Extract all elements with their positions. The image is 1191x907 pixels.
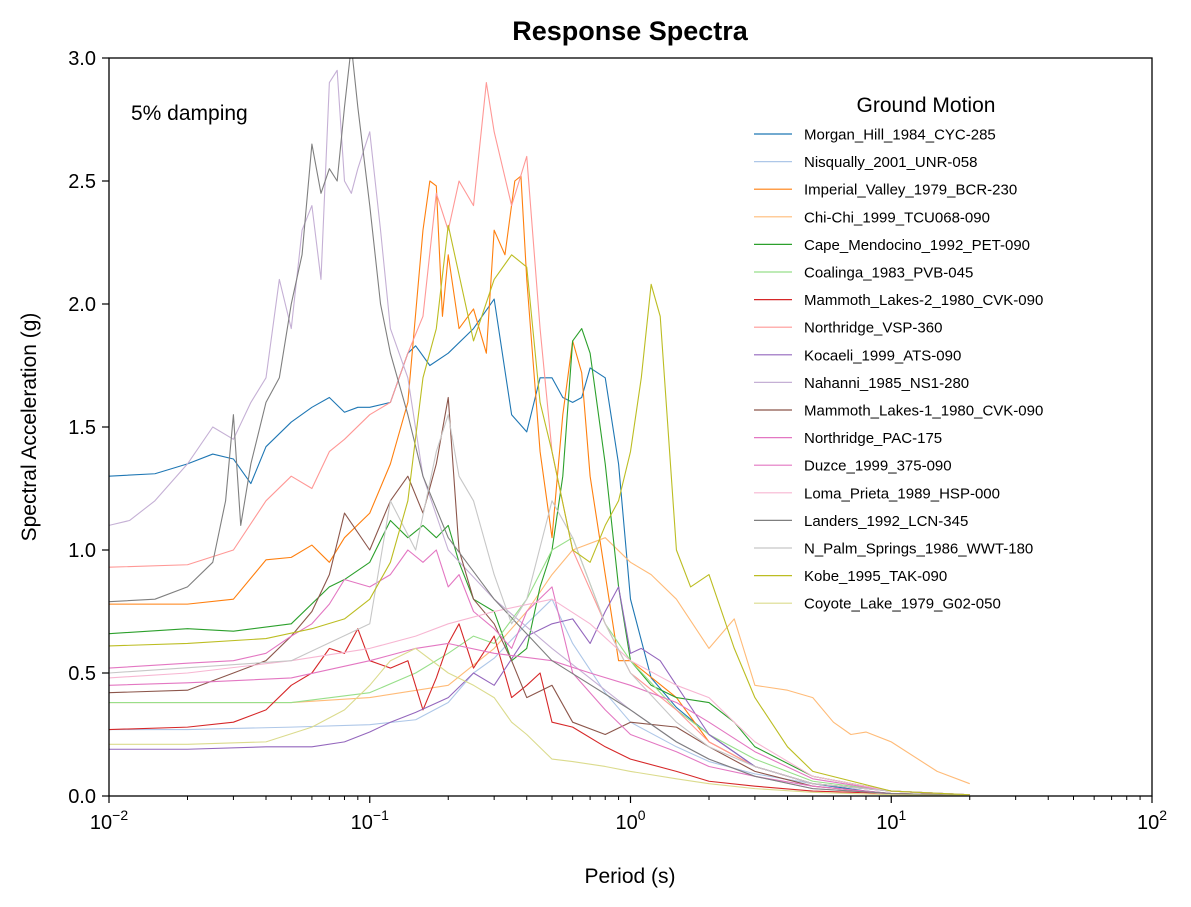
- legend-label: Loma_Prieta_1989_HSP-000: [804, 485, 1000, 502]
- series-line-17: [109, 647, 970, 796]
- y-tick-label: 2.5: [68, 171, 96, 193]
- series-line-12: [109, 642, 970, 796]
- damping-annotation: 5% damping: [131, 102, 248, 125]
- y-axis-label: Spectral Acceleration (g): [18, 313, 41, 542]
- legend-item: Landers_1992_LCN-345: [754, 513, 968, 530]
- x-tick-label: 10−2: [90, 807, 128, 834]
- series-line-10: [109, 396, 970, 796]
- legend-item: Northridge_PAC-175: [754, 430, 942, 447]
- chart-title: Response Spectra: [512, 16, 749, 46]
- legend-item: Kocaeli_1999_ATS-090: [754, 347, 961, 364]
- legend-label: Chi-Chi_1999_TCU068-090: [804, 209, 990, 226]
- y-tick-label: 3.0: [68, 48, 96, 70]
- legend-item: Coalinga_1983_PVB-045: [754, 265, 973, 282]
- series-layer: [109, 58, 970, 796]
- series-line-4: [109, 328, 970, 796]
- legend-label: Kobe_1995_TAK-090: [804, 568, 947, 585]
- legend-label: Imperial_Valley_1979_BCR-230: [804, 182, 1017, 199]
- y-tick-label: 2.0: [68, 294, 96, 316]
- legend-item: Cape_Mendocino_1992_PET-090: [754, 237, 1030, 254]
- legend-label: Kocaeli_1999_ATS-090: [804, 347, 961, 364]
- series-line-0: [109, 298, 970, 796]
- series-line-13: [109, 598, 970, 796]
- legend-item: Northridge_VSP-360: [754, 320, 942, 337]
- legend-title: Ground Motion: [857, 94, 996, 117]
- legend-item: Mammoth_Lakes-2_1980_CVK-090: [754, 292, 1043, 309]
- y-axis: 0.0 0.5 1.0 1.5 2.0 2.5 3.0: [68, 48, 109, 808]
- series-line-11: [109, 549, 970, 796]
- series-line-8: [109, 586, 970, 796]
- legend-label: Cape_Mendocino_1992_PET-090: [804, 237, 1030, 254]
- legend-item: Loma_Prieta_1989_HSP-000: [754, 485, 1000, 502]
- x-axis-label: Period (s): [584, 865, 675, 888]
- y-tick-label: 0.5: [68, 663, 96, 685]
- legend-item: Chi-Chi_1999_TCU068-090: [754, 209, 990, 226]
- y-tick-label: 1.5: [68, 417, 96, 439]
- legend-item: Nahanni_1985_NS1-280: [754, 375, 969, 392]
- legend-label: Nisqually_2001_UNR-058: [804, 154, 977, 171]
- legend-item: Duzce_1999_375-090: [754, 458, 952, 475]
- legend-label: Coyote_Lake_1979_G02-050: [804, 596, 1001, 613]
- legend-item: Nisqually_2001_UNR-058: [754, 154, 977, 171]
- series-line-7: [109, 82, 970, 796]
- y-tick-label: 0.0: [68, 786, 96, 808]
- x-tick-label: 10−1: [351, 807, 389, 834]
- legend-label: Northridge_VSP-360: [804, 320, 942, 337]
- legend-label: Mammoth_Lakes-1_1980_CVK-090: [804, 403, 1043, 420]
- legend-label: Nahanni_1985_NS1-280: [804, 375, 969, 392]
- series-line-14: [109, 58, 970, 796]
- legend-item: N_Palm_Springs_1986_WWT-180: [754, 541, 1033, 558]
- legend: Ground Motion Morgan_Hill_1984_CYC-285 Ni…: [754, 94, 1043, 613]
- legend-item: Mammoth_Lakes-1_1980_CVK-090: [754, 403, 1043, 420]
- series-line-15: [109, 414, 970, 796]
- legend-label: Duzce_1999_375-090: [804, 458, 952, 475]
- legend-label: Morgan_Hill_1984_CYC-285: [804, 127, 996, 144]
- legend-label: Northridge_PAC-175: [804, 430, 942, 447]
- legend-item: Kobe_1995_TAK-090: [754, 568, 947, 585]
- series-line-6: [109, 623, 970, 796]
- legend-label: Landers_1992_LCN-345: [804, 513, 968, 530]
- y-tick-label: 1.0: [68, 540, 96, 562]
- series-line-5: [109, 537, 970, 796]
- legend-label: N_Palm_Springs_1986_WWT-180: [804, 541, 1033, 558]
- legend-label: Mammoth_Lakes-2_1980_CVK-090: [804, 292, 1043, 309]
- series-line-16: [109, 224, 970, 796]
- legend-item: Coyote_Lake_1979_G02-050: [754, 596, 1001, 613]
- x-axis: 10−2 10−1 100 101 102: [90, 796, 1167, 834]
- legend-label: Coalinga_1983_PVB-045: [804, 265, 973, 282]
- legend-item: Morgan_Hill_1984_CYC-285: [754, 127, 996, 144]
- legend-item: Imperial_Valley_1979_BCR-230: [754, 182, 1017, 199]
